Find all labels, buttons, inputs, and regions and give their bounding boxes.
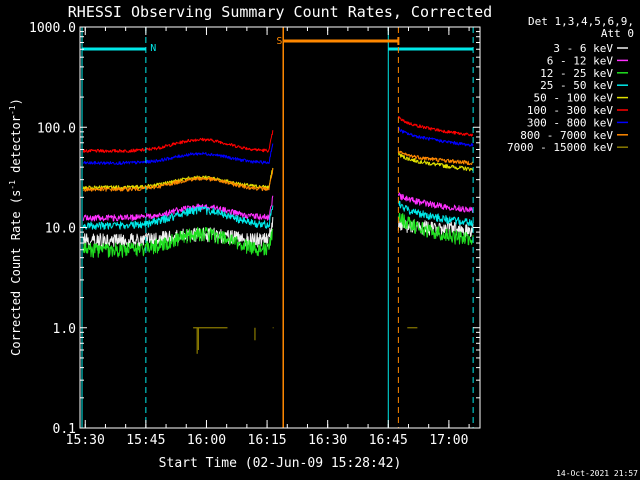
y-axis-title-part-4: -1 bbox=[8, 105, 17, 115]
series-800-7000-post-saa bbox=[398, 150, 474, 166]
y-axis-title-part-1: Corrected Count Rate (s bbox=[9, 190, 23, 356]
legend-label-1: 3 - 6 keV bbox=[553, 42, 613, 55]
x-tick-label-1: 15:45 bbox=[126, 433, 165, 448]
date-stamp: 14-Oct-2021 21:57 bbox=[556, 469, 638, 478]
x-tick-label-6: 17:00 bbox=[429, 433, 468, 448]
y-tick-label-3: 1.0 bbox=[53, 322, 76, 337]
legend-label-5: 50 - 100 keV bbox=[534, 92, 614, 105]
orbit-markers: NS bbox=[81, 27, 474, 428]
y-axis-title-part-5: ) bbox=[9, 98, 23, 105]
saa-label: S bbox=[276, 36, 282, 47]
y-tick-label-2: 10.0 bbox=[45, 222, 76, 237]
y-tick-label-0: 1000.0 bbox=[29, 21, 76, 36]
chart-title: RHESSI Observing Summary Count Rates, Co… bbox=[68, 3, 492, 21]
legend-label-2: 6 - 12 keV bbox=[547, 54, 614, 67]
series-100-300-pre-saa bbox=[82, 130, 274, 153]
series-800-7000-pre-saa bbox=[82, 168, 274, 192]
legend-label-9: 7000 - 15000 keV bbox=[507, 141, 613, 154]
series-50-100-post-saa bbox=[397, 151, 474, 172]
y-axis-title: Corrected Count Rate (s-1 detector-1) bbox=[8, 98, 23, 356]
x-tick-label-0: 15:30 bbox=[66, 433, 105, 448]
series-100-300-post-saa bbox=[397, 115, 474, 137]
x-tick-label-2: 16:00 bbox=[187, 433, 226, 448]
y-axis-title-part-2: -1 bbox=[8, 180, 17, 190]
legend-label-4: 25 - 50 keV bbox=[540, 79, 613, 92]
axes: 1000.0 100.0 10.0 1.0 0.115:30 15:45 16:00 16:1… bbox=[29, 21, 481, 448]
plot-area bbox=[82, 115, 474, 354]
series-300-800-pre-saa bbox=[83, 143, 274, 165]
x-tick-label-4: 16:30 bbox=[308, 433, 347, 448]
series-12-25-pre-saa bbox=[82, 226, 274, 258]
x-tick-label-5: 16:45 bbox=[369, 433, 408, 448]
legend-label-3: 12 - 25 keV bbox=[540, 67, 613, 80]
legend-header-attenuator: Att 0 bbox=[601, 27, 634, 40]
legend-label-6: 100 - 300 keV bbox=[527, 104, 613, 117]
night-label: N bbox=[150, 43, 156, 54]
legend-header-detectors: Det 1,3,4,5,6,9, bbox=[528, 15, 634, 28]
series-25-50-post-saa bbox=[397, 200, 474, 227]
legend-label-7: 300 - 800 keV bbox=[527, 116, 613, 129]
series-300-800-post-saa bbox=[398, 126, 474, 147]
x-tick-label-3: 16:15 bbox=[248, 433, 287, 448]
y-tick-label-1: 100.0 bbox=[37, 121, 76, 136]
legend-label-8: 800 - 7000 keV bbox=[520, 129, 613, 142]
series-6-12-post-saa bbox=[397, 192, 474, 213]
x-axis-title: Start Time (02-Jun-09 15:28:42) bbox=[159, 456, 402, 471]
y-axis-title-part-3: detector bbox=[9, 115, 23, 180]
series-25-50-pre-saa bbox=[82, 205, 274, 230]
series-12-25-post-saa bbox=[397, 212, 474, 246]
y-tick-label-4: 0.1 bbox=[53, 422, 76, 437]
